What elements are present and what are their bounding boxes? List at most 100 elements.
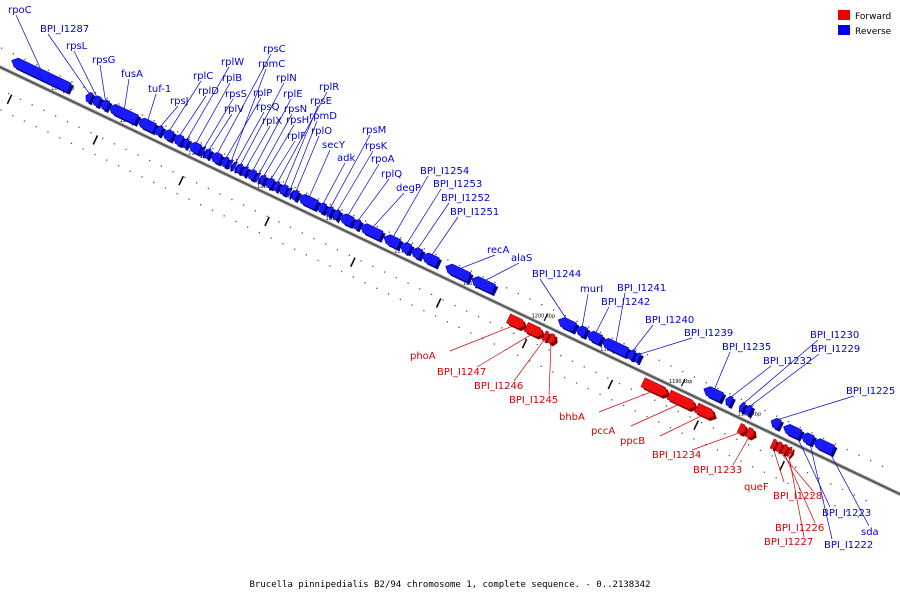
gene-label-reverse[interactable]: rpsQ <box>256 102 280 113</box>
gene-label-forward[interactable]: BPI_I1228 <box>773 491 822 502</box>
gene-arrow[interactable] <box>694 402 715 419</box>
gene-arrow[interactable] <box>182 137 190 149</box>
gene-arrow[interactable] <box>273 180 281 192</box>
gene-arrow[interactable] <box>227 159 234 170</box>
gene-label-forward[interactable]: ppcB <box>620 436 645 447</box>
gene-label-reverse[interactable]: BPI_I1251 <box>450 207 499 218</box>
gene-label-forward[interactable]: BPI_I1226 <box>775 523 824 534</box>
gene-label-reverse[interactable]: rplR <box>319 82 339 93</box>
gene-arrow[interactable] <box>601 338 630 358</box>
gene-label-reverse[interactable]: rpoA <box>371 154 395 165</box>
gene-arrow[interactable] <box>813 438 836 456</box>
gene-label-reverse[interactable]: BPI_I1239 <box>684 328 733 339</box>
gene-arrow[interactable] <box>286 187 293 198</box>
gene-label-reverse[interactable]: BPI_I1241 <box>617 283 666 294</box>
gene-label-reverse[interactable]: rpoC <box>8 5 32 16</box>
gene-label-reverse[interactable]: alaS <box>511 253 532 264</box>
gene-arrow[interactable] <box>523 321 544 338</box>
gene-arrow[interactable] <box>640 377 669 397</box>
gene-label-reverse[interactable]: BPI_I1232 <box>763 356 812 367</box>
gene-label-reverse[interactable]: rpsN <box>284 104 307 115</box>
gene-arrow[interactable] <box>100 99 111 111</box>
gene-arrow[interactable] <box>188 141 203 155</box>
gene-label-reverse[interactable]: rplC <box>193 71 213 82</box>
gene-arrow[interactable] <box>775 441 783 452</box>
gene-label-reverse[interactable]: rpsL <box>66 41 88 52</box>
gene-label-reverse[interactable]: secY <box>322 140 346 151</box>
gene-label-reverse[interactable]: sda <box>861 527 879 538</box>
gene-arrow[interactable] <box>259 174 267 186</box>
gene-arrow[interactable] <box>744 426 755 439</box>
gene-label-reverse[interactable]: recA <box>487 245 510 256</box>
gene-label-reverse[interactable]: rplW <box>221 57 244 68</box>
gene-arrow[interactable] <box>298 193 319 210</box>
gene-arrow[interactable] <box>725 395 734 407</box>
gene-arrow[interactable] <box>236 163 244 175</box>
gene-label-reverse[interactable]: rpsH <box>286 115 309 126</box>
gene-arrow[interactable] <box>204 148 212 160</box>
gene-label-reverse[interactable]: BPI_I1287 <box>40 24 89 35</box>
gene-label-reverse[interactable]: BPI_I1244 <box>532 269 581 280</box>
gene-label-forward[interactable]: BPI_I1234 <box>652 450 701 461</box>
gene-label-reverse[interactable]: degP <box>396 183 421 194</box>
gene-label-reverse[interactable]: rpmC <box>258 59 285 70</box>
gene-arrow[interactable] <box>786 446 793 457</box>
gene-label-reverse[interactable]: rpsE <box>310 96 332 107</box>
gene-arrow[interactable] <box>241 165 249 177</box>
gene-label-reverse[interactable]: rplF <box>287 131 306 142</box>
gene-arrow[interactable] <box>505 313 526 329</box>
gene-arrow[interactable] <box>247 169 258 181</box>
gene-label-reverse[interactable]: BPI_I1225 <box>846 386 895 397</box>
gene-label-reverse[interactable]: adk <box>337 153 355 164</box>
gene-arrow[interactable] <box>736 422 747 435</box>
gene-label-reverse[interactable]: BPI_I1240 <box>645 315 694 326</box>
gene-label-reverse[interactable]: rplE <box>283 89 303 100</box>
gene-label-reverse[interactable]: rpsJ <box>170 96 189 107</box>
gene-arrow[interactable] <box>445 263 472 283</box>
gene-label-reverse[interactable]: tuf-1 <box>148 84 171 95</box>
gene-arrow[interactable] <box>703 386 725 403</box>
gene-arrow[interactable] <box>325 206 335 218</box>
gene-label-reverse[interactable]: fusA <box>121 69 143 80</box>
gene-arrow[interactable] <box>291 189 300 201</box>
gene-arrow[interactable] <box>199 146 207 157</box>
gene-arrow[interactable] <box>360 223 384 241</box>
gene-label-reverse[interactable]: rpsK <box>365 141 388 152</box>
gene-arrow[interactable] <box>769 438 777 450</box>
gene-arrow[interactable] <box>738 401 747 413</box>
gene-label-forward[interactable]: BPI_I1247 <box>437 367 486 378</box>
gene-arrow[interactable] <box>11 57 72 93</box>
gene-arrow[interactable] <box>780 443 788 455</box>
gene-label-reverse[interactable]: rplQ <box>381 169 402 180</box>
gene-arrow[interactable] <box>547 332 556 345</box>
gene-arrow[interactable] <box>410 247 424 260</box>
gene-label-reverse[interactable]: BPI_I1242 <box>601 297 650 308</box>
gene-label-forward[interactable]: queF <box>744 482 769 493</box>
gene-arrow[interactable] <box>221 156 230 168</box>
gene-label-forward[interactable]: BPI_I1233 <box>693 465 742 476</box>
gene-arrow[interactable] <box>162 129 175 142</box>
gene-arrow[interactable] <box>108 104 140 125</box>
gene-label-reverse[interactable]: BPI_I1254 <box>420 166 469 177</box>
gene-label-forward[interactable]: BPI_I1245 <box>509 395 558 406</box>
gene-arrow[interactable] <box>173 134 185 147</box>
gene-label-forward[interactable]: phoA <box>410 351 436 362</box>
gene-label-reverse[interactable]: BPI_I1222 <box>824 540 873 551</box>
gene-label-reverse[interactable]: murI <box>580 284 603 295</box>
gene-arrow[interactable] <box>783 424 803 440</box>
gene-label-reverse[interactable]: rpsM <box>362 125 386 136</box>
gene-arrow[interactable] <box>575 325 589 338</box>
gene-label-reverse[interactable]: rplB <box>222 73 242 84</box>
gene-label-reverse[interactable]: BPI_I1252 <box>441 193 490 204</box>
gene-label-reverse[interactable]: BPI_I1235 <box>722 342 771 353</box>
gene-label-reverse[interactable]: rplN <box>276 73 297 84</box>
gene-arrow[interactable] <box>317 202 328 214</box>
gene-arrow[interactable] <box>254 172 262 183</box>
gene-label-reverse[interactable]: rpsS <box>225 89 247 100</box>
gene-arrow[interactable] <box>800 432 815 446</box>
gene-label-reverse[interactable]: rpsC <box>263 44 286 55</box>
gene-arrow[interactable] <box>586 330 604 345</box>
gene-arrow[interactable] <box>339 213 355 227</box>
gene-label-reverse[interactable]: rpsG <box>92 55 115 66</box>
gene-label-forward[interactable]: BPI_I1227 <box>764 537 813 548</box>
